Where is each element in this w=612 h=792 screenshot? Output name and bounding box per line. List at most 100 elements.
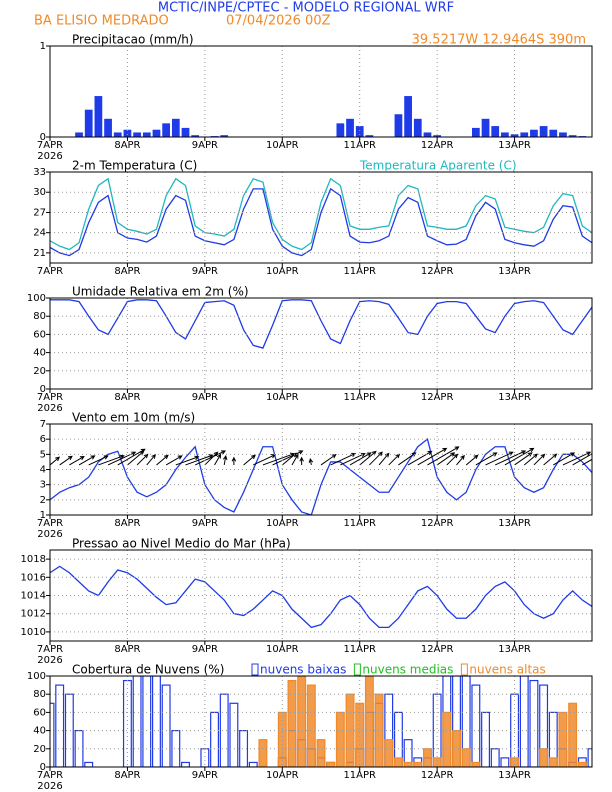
wind-arrow [495, 450, 527, 466]
y-tick-label: 5 [40, 449, 46, 460]
y-tick-label: 1014 [21, 591, 46, 602]
x-tick-label: 11APR [343, 140, 376, 151]
x-tick-label: 13APR [498, 770, 531, 781]
panel-title: Precipitacao (mm/h) [72, 33, 194, 47]
wind-arrow [504, 447, 535, 466]
bar [64, 693, 74, 767]
y-tick-label: 40 [33, 348, 46, 359]
wind-arrow [50, 456, 61, 466]
panel-title: Umidade Relativa em 2m (%) [72, 285, 249, 299]
x-tick-label: 12APR [421, 392, 454, 403]
bar [336, 123, 345, 137]
wind-arrow [291, 453, 299, 466]
x-tick-label: 9APR [192, 644, 218, 655]
bar [501, 132, 509, 137]
wind-arrow [456, 454, 465, 466]
bar [471, 761, 481, 767]
bar [84, 109, 93, 137]
bar [490, 748, 500, 767]
wind-arrow [194, 450, 227, 466]
x-tick-label: 10APR [266, 644, 299, 655]
x-tick-label: 8APR [114, 140, 140, 151]
bar [404, 96, 412, 137]
y-tick-label: 6 [40, 434, 46, 445]
wind-arrow [146, 453, 156, 466]
bar [471, 127, 480, 137]
bar [481, 118, 490, 137]
bar [55, 684, 65, 767]
plot-area [50, 676, 592, 767]
x-tick-label: 8APR [114, 266, 140, 277]
x-tick-label: 9APR [192, 770, 218, 781]
y-tick-label: 1 [40, 510, 46, 521]
y-tick-label: 80 [33, 689, 46, 700]
bar [587, 748, 592, 767]
x-tick-label: 7APR [37, 266, 63, 277]
panel-frame [49, 297, 593, 390]
wind-arrow [349, 452, 372, 466]
bar [191, 135, 200, 137]
wind-arrow [543, 453, 558, 466]
wind-arrow [59, 455, 73, 466]
bar [461, 676, 471, 767]
legend-swatch [251, 663, 259, 676]
bar [355, 126, 364, 137]
wind-arrow [475, 452, 498, 466]
y-tick-label: 60 [33, 329, 46, 340]
wind-arrow [407, 450, 433, 466]
bar [519, 676, 529, 767]
y-tick-label: 40 [33, 726, 46, 737]
bar [365, 135, 374, 137]
wind-arrow [136, 453, 149, 466]
bar [75, 132, 83, 137]
bar [568, 702, 578, 767]
bar [50, 702, 55, 767]
panel-frame [49, 45, 593, 138]
x-tick-label: 12APR [421, 644, 454, 655]
wind-arrow [272, 450, 304, 466]
bar [423, 132, 432, 137]
x-year-label: 2026 [37, 403, 62, 414]
y-tick-label: 0 [40, 384, 46, 395]
bar [316, 739, 326, 767]
x-tick-label: 13APR [498, 518, 531, 529]
bar [287, 679, 297, 767]
bar [171, 118, 180, 137]
x-tick-label: 13APR [498, 140, 531, 151]
x-tick-label: 12APR [421, 266, 454, 277]
bar [104, 118, 112, 137]
location: 39.5217W 12.9464S 390m [412, 33, 586, 48]
panel-frame [49, 171, 593, 264]
line [50, 177, 592, 251]
panel-title: 2-m Temperatura (C) [72, 159, 197, 173]
wind-arrow [175, 455, 200, 466]
bar [142, 676, 152, 767]
y-tick-label: 27 [33, 207, 46, 218]
wind-arrow [514, 452, 533, 466]
wind-arrow [156, 454, 169, 466]
wind-arrow [485, 451, 514, 466]
wind-arrow [308, 457, 314, 466]
bar [346, 118, 354, 137]
x-tick-label: 8APR [114, 644, 140, 655]
bar [220, 135, 229, 137]
y-tick-label: 1016 [21, 572, 46, 583]
bar [500, 757, 510, 767]
plot-area [50, 299, 592, 349]
y-tick-label: 21 [33, 248, 46, 259]
wind-arrow [231, 456, 237, 465]
x-tick-label: 12APR [421, 518, 454, 529]
wind-arrow [222, 455, 228, 466]
x-tick-label: 8APR [114, 518, 140, 529]
bar [364, 676, 374, 767]
wind-arrow [388, 453, 401, 466]
bar [530, 129, 538, 137]
bar [74, 729, 84, 767]
panel-frame [49, 423, 593, 516]
legend-entry: nuvens medias [362, 663, 453, 677]
bar [403, 739, 413, 767]
bar [432, 693, 442, 767]
bar [162, 123, 171, 137]
wind-arrow [398, 452, 417, 466]
wind-arrow [378, 452, 390, 466]
